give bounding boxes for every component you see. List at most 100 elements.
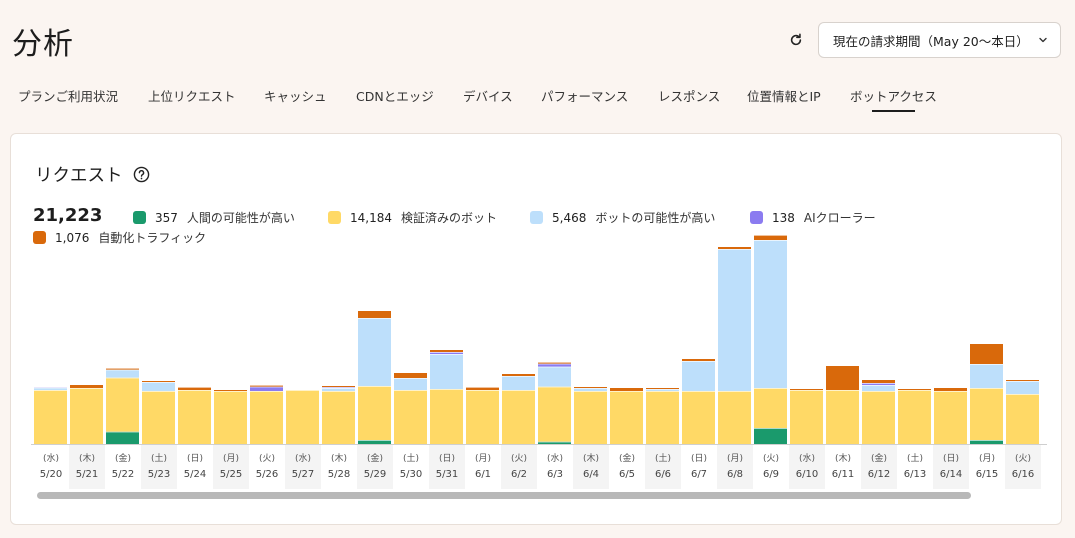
bar-segment-verified[interactable] — [790, 390, 823, 444]
bar-segment-verified[interactable] — [70, 388, 103, 444]
bar-segment-automated[interactable] — [106, 368, 139, 370]
bar-segment-automated[interactable] — [358, 311, 391, 318]
bar-segment-automated[interactable] — [574, 387, 607, 388]
segment-separator — [682, 361, 715, 362]
tab-performance[interactable]: パフォーマンス — [541, 89, 629, 104]
bar-segment-verified[interactable] — [754, 388, 787, 428]
bar-segment-automated[interactable] — [682, 359, 715, 361]
bar-segment-automated[interactable] — [718, 247, 751, 249]
bar-segment-verified[interactable] — [322, 391, 355, 444]
bar-segment-automated[interactable] — [790, 389, 823, 390]
bar-segment-verified[interactable] — [610, 391, 643, 444]
bar-segment-automated[interactable] — [610, 388, 643, 391]
bar-segment-verified[interactable] — [898, 390, 931, 444]
help-icon[interactable] — [133, 166, 150, 183]
bar-segment-ai[interactable] — [538, 363, 571, 367]
bar-segment-automated[interactable] — [394, 373, 427, 378]
refresh-button[interactable] — [786, 30, 806, 50]
bar-segment-verified[interactable] — [718, 391, 751, 444]
bar-segment-verified[interactable] — [970, 388, 1003, 440]
bar-segment-verified[interactable] — [646, 391, 679, 444]
bar-segment-verified[interactable] — [286, 390, 319, 444]
bar-segment-automated[interactable] — [970, 344, 1003, 364]
bar-segment-ai[interactable] — [862, 383, 895, 385]
bar-segment-likely_bot[interactable] — [538, 366, 571, 387]
bar-segment-likely_bot[interactable] — [862, 385, 895, 391]
bar-segment-likely_bot[interactable] — [430, 354, 463, 389]
bar-segment-human[interactable] — [754, 428, 787, 444]
bar-segment-likely_bot[interactable] — [1006, 381, 1039, 394]
tab-top-requests[interactable]: 上位リクエスト — [148, 89, 236, 104]
bar-segment-ai[interactable] — [430, 352, 463, 354]
bar-segment-automated[interactable] — [430, 350, 463, 352]
bar-segment-likely_bot[interactable] — [754, 240, 787, 388]
bar-segment-likely_bot[interactable] — [142, 382, 175, 391]
bar-segment-likely_bot[interactable] — [718, 249, 751, 391]
bar-segment-automated[interactable] — [322, 386, 355, 387]
bar-segment-verified[interactable] — [538, 386, 571, 442]
bar-segment-verified[interactable] — [34, 390, 67, 444]
billing-period-select[interactable]: 現在の請求期間（May 20〜本日） — [818, 22, 1061, 58]
tab-plan-usage[interactable]: プランご利用状況 — [18, 89, 119, 104]
tab-bot-access[interactable]: ボットアクセス — [850, 89, 937, 104]
bar-segment-automated[interactable] — [934, 388, 967, 391]
bar-segment-automated[interactable] — [646, 388, 679, 389]
bar-segment-automated[interactable] — [250, 385, 283, 387]
legend-automated[interactable]: 1,076 自動化トラフィック — [33, 229, 206, 246]
bar-segment-likely_bot[interactable] — [646, 389, 679, 391]
bar-segment-automated[interactable] — [214, 390, 247, 391]
legend-verified-bot[interactable]: 14,184 検証済みのボット — [328, 209, 497, 226]
bar-segment-likely_bot[interactable] — [970, 364, 1003, 388]
bar-segment-verified[interactable] — [142, 391, 175, 444]
bar-segment-likely_bot[interactable] — [106, 369, 139, 378]
bar-segment-human[interactable] — [106, 431, 139, 444]
tab-devices[interactable]: デバイス — [463, 89, 513, 104]
bar-segment-verified[interactable] — [430, 389, 463, 444]
bar-segment-verified[interactable] — [502, 390, 535, 444]
bar-segment-verified[interactable] — [250, 391, 283, 444]
bar-segment-automated[interactable] — [898, 389, 931, 390]
bar-segment-ai[interactable] — [250, 386, 283, 391]
bar-segment-automated[interactable] — [754, 235, 787, 240]
tab-cdn-edge[interactable]: CDNとエッジ — [356, 89, 434, 104]
bar-segment-verified[interactable] — [358, 386, 391, 440]
bar-segment-verified[interactable] — [1006, 394, 1039, 444]
bar-segment-automated[interactable] — [1006, 380, 1039, 381]
bar-segment-automated[interactable] — [70, 385, 103, 388]
bar-segment-human[interactable] — [358, 440, 391, 444]
bar-segment-likely_bot[interactable] — [358, 318, 391, 386]
tab-responses[interactable]: レスポンス — [658, 89, 721, 104]
legend-likely-bot[interactable]: 5,468 ボットの可能性が高い — [530, 209, 715, 226]
tab-geo-ip[interactable]: 位置情報とIP — [747, 89, 821, 104]
bar-segment-verified[interactable] — [934, 391, 967, 444]
bar-segment-likely_bot[interactable] — [322, 388, 355, 391]
bar-segment-verified[interactable] — [106, 377, 139, 432]
bar-segment-verified[interactable] — [466, 390, 499, 444]
bar-segment-likely_bot[interactable] — [394, 378, 427, 390]
bar-segment-verified[interactable] — [574, 391, 607, 444]
bar-segment-verified[interactable] — [394, 390, 427, 444]
chart-horizontal-scrollbar[interactable] — [34, 490, 1068, 500]
bar-segment-human[interactable] — [538, 441, 571, 444]
bar-segment-verified[interactable] — [826, 390, 859, 444]
bar-segment-automated[interactable] — [502, 374, 535, 376]
bar-segment-human[interactable] — [970, 440, 1003, 444]
bar-segment-automated[interactable] — [142, 381, 175, 382]
bar-segment-verified[interactable] — [214, 391, 247, 444]
bar-segment-likely_bot[interactable] — [574, 388, 607, 391]
scrollbar-thumb[interactable] — [37, 492, 971, 499]
bar-segment-automated[interactable] — [862, 380, 895, 383]
legend-ai-crawler[interactable]: 138 AIクローラー — [750, 209, 876, 226]
bar-segment-verified[interactable] — [178, 390, 211, 444]
bar-segment-automated[interactable] — [178, 387, 211, 390]
legend-human[interactable]: 357 人間の可能性が高い — [133, 209, 295, 226]
bar-segment-verified[interactable] — [682, 391, 715, 444]
bar-segment-likely_bot[interactable] — [682, 361, 715, 391]
bar-segment-likely_bot[interactable] — [34, 387, 67, 390]
bar-segment-automated[interactable] — [466, 387, 499, 390]
bar-segment-automated[interactable] — [826, 366, 859, 390]
bar-segment-automated[interactable] — [538, 362, 571, 364]
bar-segment-likely_bot[interactable] — [502, 376, 535, 390]
tab-cache[interactable]: キャッシュ — [264, 89, 327, 104]
bar-segment-verified[interactable] — [862, 391, 895, 444]
